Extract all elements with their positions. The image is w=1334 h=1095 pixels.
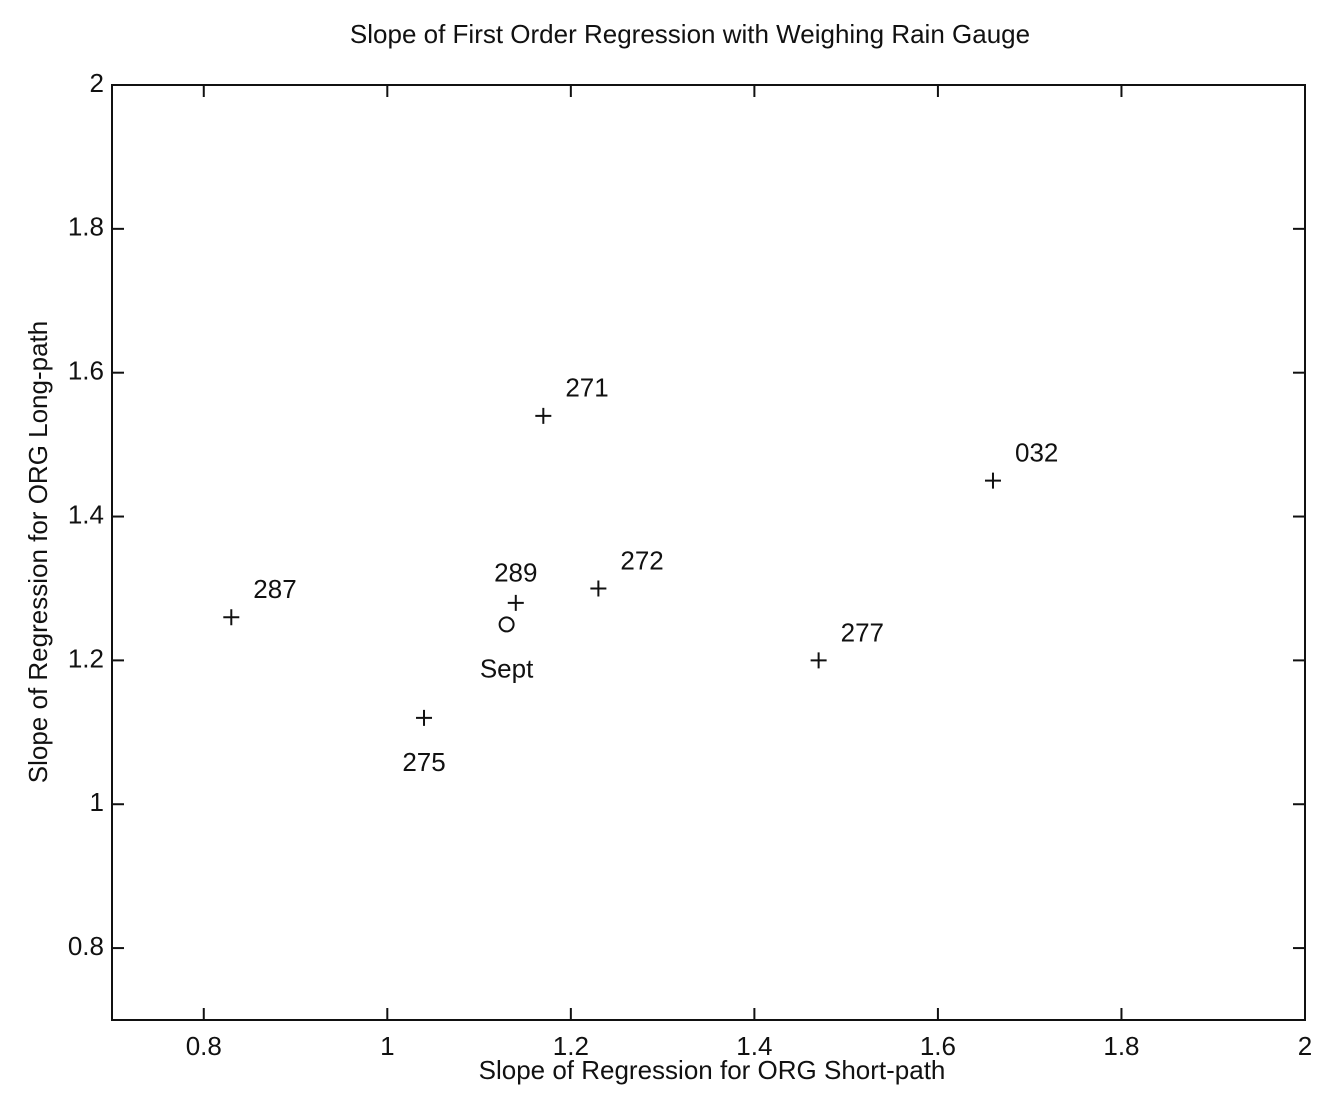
x-tick-label: 1.6 [920,1031,956,1061]
y-tick-label: 1.6 [68,356,104,386]
y-tick-label: 1.4 [68,499,104,529]
x-tick-label: 2 [1298,1031,1312,1061]
point [984,472,1001,489]
x-tick-label: 1.8 [1103,1031,1139,1061]
y-tick-label: 1.2 [68,643,104,673]
point-label: 032 [1015,437,1058,467]
x-tick-label: 1.4 [736,1031,772,1061]
point-label: 271 [565,373,608,403]
point [590,580,607,597]
point-label: 275 [402,747,445,777]
y-tick-label: 0.8 [68,931,104,961]
x-tick-label: 1 [380,1031,394,1061]
x-axis-label: Slope of Regression for ORG Short-path [479,1055,946,1085]
point [810,652,827,669]
point-label: 272 [620,545,663,575]
y-tick-label: 1 [90,787,104,817]
plot-frame [111,84,1306,1021]
point [507,594,524,611]
point-label: 289 [494,558,537,588]
point [498,616,515,633]
x-tick-label: 0.8 [186,1031,222,1061]
point-label: 277 [841,617,884,647]
y-tick-label: 2 [90,68,104,98]
point-label: Sept [480,653,534,683]
y-axis-label: Slope of Regression for ORG Long-path [23,321,53,783]
point-label: 287 [253,574,296,604]
point [223,609,240,626]
x-tick-label: 1.2 [553,1031,589,1061]
point [416,709,433,726]
chart-title: Slope of First Order Regression with Wei… [350,19,1030,49]
y-tick-label: 1.8 [68,212,104,242]
point [535,407,552,424]
